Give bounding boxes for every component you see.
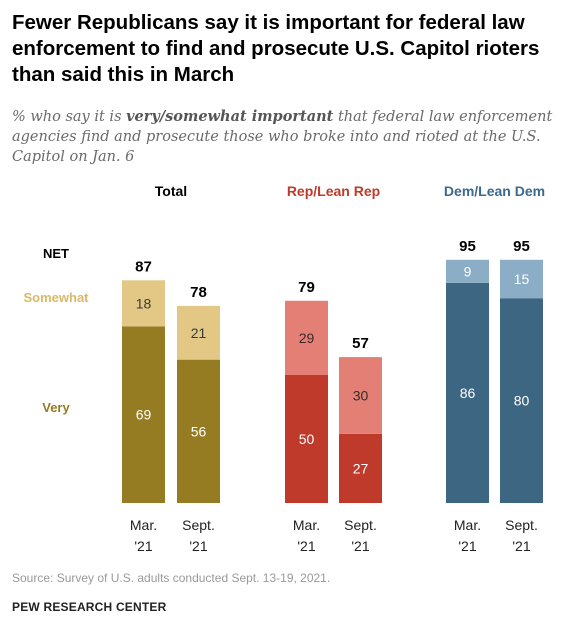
xtick-line2-2-1: '21 [512,538,530,554]
label-somewhat-2-0: 9 [464,263,472,279]
row-label-net: NET [43,246,69,261]
bar-very-2-1 [500,298,543,503]
label-somewhat-1-1: 30 [353,387,369,403]
bar-very-1-0 [285,375,328,503]
xtick-line2-0-0: '21 [134,538,152,554]
label-net-0-1: 78 [190,284,207,301]
subtitle-lead: % who say it is [12,109,127,125]
bar-very-0-1 [177,359,220,503]
source-note: Source: Survey of U.S. adults conducted … [12,571,331,585]
xtick-line1-1-1: Sept. [344,517,377,533]
label-net-2-0: 95 [459,238,476,255]
label-net-2-1: 95 [513,238,530,255]
label-very-1-0: 50 [299,431,315,447]
bar-somewhat-0-1 [177,305,220,360]
subtitle-emphasis: very/somewhat important [126,108,334,125]
bar-very-0-0 [122,326,165,503]
label-very-0-0: 69 [136,407,152,423]
label-somewhat-0-1: 21 [191,325,207,341]
label-somewhat-0-0: 18 [136,295,152,311]
bar-somewhat-0-0 [122,280,165,327]
bar-somewhat-2-0 [446,259,489,283]
xtick-line1-0-1: Sept. [182,517,215,533]
chart-title: Fewer Republicans say it is important fo… [12,11,540,86]
xtick-line2-2-0: '21 [458,538,476,554]
label-net-1-1: 57 [352,335,369,352]
xtick-line2-1-0: '21 [297,538,315,554]
xtick-line2-0-1: '21 [189,538,207,554]
row-label-very: Very [42,400,70,415]
label-net-0-0: 87 [135,258,152,275]
subtitle-rest: that federal law enforcement agencies fi… [12,109,553,165]
xtick-line1-0-0: Mar. [130,517,157,533]
group-title-1: Rep/Lean Rep [287,183,380,199]
row-label-somewhat: Somewhat [23,290,89,305]
bar-somewhat-2-1 [500,259,543,299]
label-very-1-1: 27 [353,460,369,476]
organization-label: PEW RESEARCH CENTER [12,600,167,614]
bar-very-2-0 [446,282,489,503]
label-somewhat-2-1: 15 [514,271,530,287]
group-title-2: Dem/Lean Dem [444,183,545,199]
xtick-line1-2-0: Mar. [454,517,481,533]
chart-subtitle: % who say it is very/somewhat important … [12,107,560,167]
bar-somewhat-1-1 [339,357,382,434]
label-somewhat-1-0: 29 [299,330,315,346]
xtick-line1-2-1: Sept. [505,517,538,533]
bar-somewhat-1-0 [285,300,328,375]
label-very-0-1: 56 [191,423,207,439]
label-net-1-0: 79 [298,279,315,296]
label-very-2-1: 80 [514,393,530,409]
xtick-line1-1-0: Mar. [293,517,320,533]
group-title-0: Total [155,183,187,199]
label-very-2-0: 86 [460,385,476,401]
xtick-line2-1-1: '21 [351,538,369,554]
bar-very-1-1 [339,433,382,503]
